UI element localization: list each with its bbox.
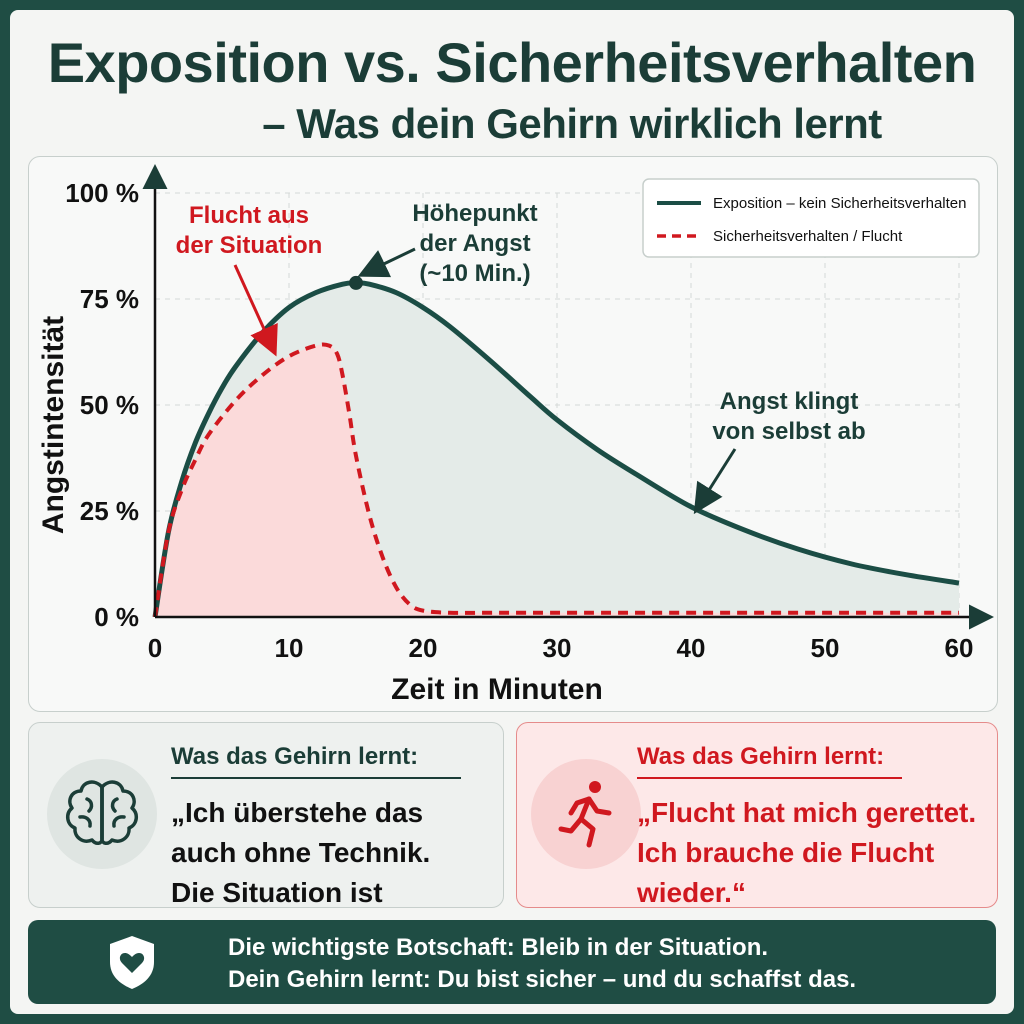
x-tick-label: 60 [945, 633, 974, 663]
key-message-banner: Die wichtigste Botschaft: Bleib in der S… [28, 920, 996, 1004]
chart-card: 0 10 20 30 40 50 60 0 % 25 % 50 % 75 % 100 % Zeit in… [28, 156, 998, 712]
x-tick-label: 50 [811, 633, 840, 663]
escape-card-text: „Flucht hat mich gerettet. Ich brauche d… [637, 797, 977, 908]
exposure-line [152, 280, 960, 618]
safety-behavior-line [153, 342, 959, 618]
flight-annotation: Flucht aus der Situation [176, 202, 323, 259]
x-tick-label: 40 [677, 633, 706, 663]
peak-arrow [357, 247, 416, 278]
decline-arrow [693, 448, 737, 515]
x-tick-label: 0 [148, 633, 162, 663]
flight-arrow [233, 264, 278, 357]
x-tick-label: 10 [275, 633, 304, 663]
key-message-text: Die wichtigste Botschaft: Bleib in der S… [228, 934, 857, 993]
legend-box [642, 178, 980, 258]
y-tick-label: 50 % [80, 390, 139, 420]
escape-card-heading: Was das Gehirn lernt: [637, 743, 902, 779]
shield-heart-icon [102, 932, 162, 997]
x-tick-label: 30 [543, 633, 572, 663]
x-axis-label: Zeit in Minuten [391, 673, 603, 706]
peak-marker [349, 275, 363, 290]
x-tick-label: 20 [409, 633, 438, 663]
page-subtitle: – Was dein Gehirn wirklich lernt [262, 100, 882, 147]
legend-label: Exposition – kein Sicherheitsverhalten [713, 195, 966, 212]
exposure-card-heading: Was das Gehirn lernt: [171, 743, 461, 779]
y-tick-label: 100 % [65, 178, 139, 208]
exposure-learning-card: Was das Gehirn lernt: „Ich überstehe das… [28, 722, 504, 948]
legend-label: Sicherheitsverhalten / Flucht [713, 228, 903, 245]
brain-icon [47, 759, 157, 869]
decline-annotation: Angst klingt von selbst ab [712, 388, 865, 445]
anxiety-chart: 0 10 20 30 40 50 60 0 % 25 % 50 % 75 % 100 % Zeit in… [37, 164, 994, 706]
peak-annotation: Höhepunkt der Angst (~10 Min.) [412, 200, 537, 287]
page-title: Exposition vs. Sicherheitsverhalten [47, 31, 977, 94]
y-tick-label: 25 % [80, 496, 139, 526]
running-person-icon [531, 759, 641, 869]
series-fill-2 [155, 344, 959, 617]
y-tick-label: 75 % [80, 284, 139, 314]
escape-learning-card: Was das Gehirn lernt: „Flucht hat mich g… [516, 722, 998, 908]
y-tick-label: 0 % [94, 602, 139, 632]
y-axis-label: Angstintensität [37, 316, 70, 534]
